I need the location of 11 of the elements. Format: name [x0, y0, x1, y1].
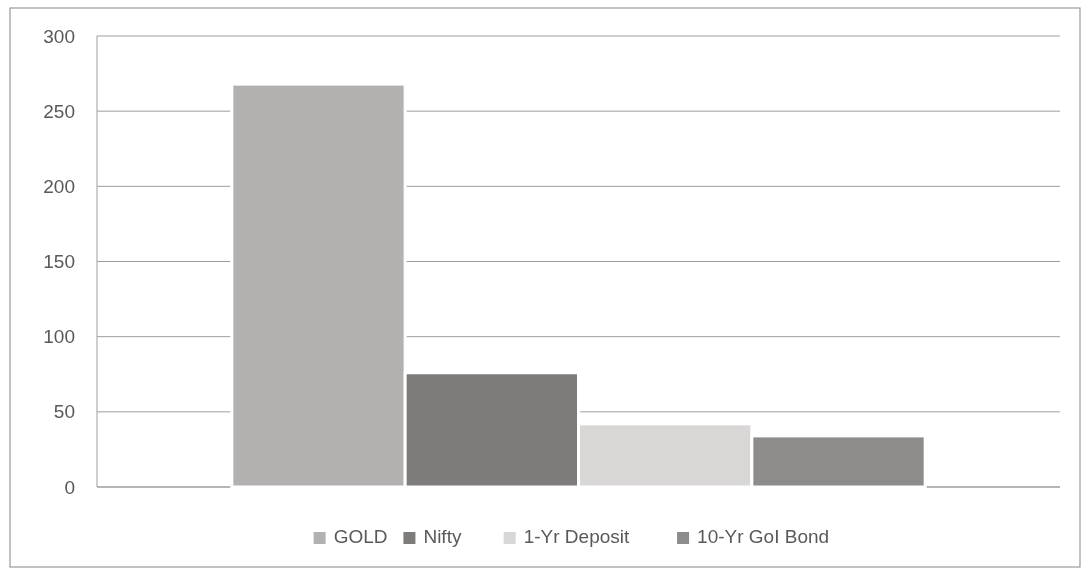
- y-tick-label: 0: [64, 476, 75, 498]
- y-tick-label: 300: [43, 25, 75, 47]
- legend-label: 1-Yr Deposit: [523, 525, 630, 547]
- legend-label: GOLD: [333, 525, 388, 547]
- y-tick-label: 200: [43, 175, 75, 197]
- legend-label: 10-Yr GoI Bond: [697, 525, 830, 547]
- y-tick-label: 150: [43, 251, 75, 273]
- y-tick-label: 100: [43, 326, 75, 348]
- y-tick-label: 50: [53, 401, 75, 423]
- y-tick-label: 250: [43, 100, 75, 122]
- legend-label: Nifty: [423, 525, 462, 547]
